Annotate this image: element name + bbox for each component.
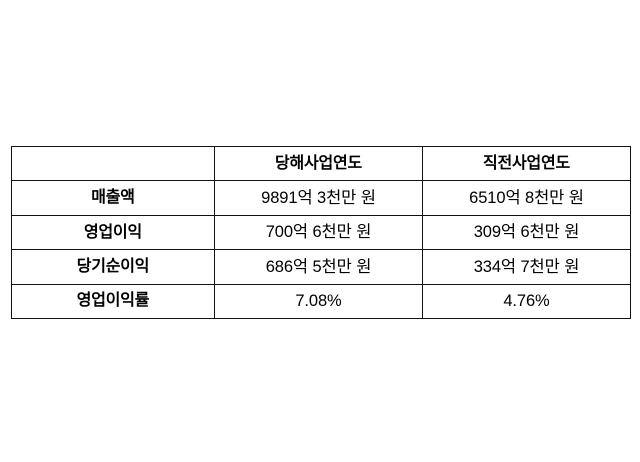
cell-operating-margin-previous: 4.76% <box>422 283 631 319</box>
cell-net-income-current: 686억 5천만 원 <box>214 249 423 285</box>
table-row: 당기순이익 686억 5천만 원 334억 7천만 원 <box>11 249 631 285</box>
column-header-current-year: 당해사업연도 <box>214 145 423 182</box>
table-row: 영업이익 700억 6천만 원 309억 6천만 원 <box>11 214 631 251</box>
cell-operating-profit-current: 700억 6천만 원 <box>214 214 423 251</box>
row-label-revenue: 매출액 <box>11 180 215 216</box>
table-header: 당해사업연도 직전사업연도 <box>11 145 631 182</box>
column-header-previous-year: 직전사업연도 <box>422 145 631 182</box>
table-body: 매출액 9891억 3천만 원 6510억 8천만 원 영업이익 700억 6천… <box>11 180 631 319</box>
row-label-operating-margin: 영업이익률 <box>11 283 215 319</box>
financial-table-container: 당해사업연도 직전사업연도 매출액 9891억 3천만 원 6510억 8천만 … <box>11 145 631 319</box>
row-label-operating-profit: 영업이익 <box>11 214 215 251</box>
cell-revenue-current: 9891억 3천만 원 <box>214 180 423 216</box>
cell-revenue-previous: 6510억 8천만 원 <box>422 180 631 216</box>
cell-net-income-previous: 334억 7천만 원 <box>422 249 631 285</box>
table-corner-cell <box>11 145 215 182</box>
table-row: 영업이익률 7.08% 4.76% <box>11 283 631 319</box>
row-label-net-income: 당기순이익 <box>11 249 215 285</box>
financial-summary-table: 당해사업연도 직전사업연도 매출액 9891억 3천만 원 6510억 8천만 … <box>11 145 631 319</box>
cell-operating-margin-current: 7.08% <box>214 283 423 319</box>
table-row: 매출액 9891억 3천만 원 6510억 8천만 원 <box>11 180 631 216</box>
table-header-row: 당해사업연도 직전사업연도 <box>11 145 631 182</box>
cell-operating-profit-previous: 309억 6천만 원 <box>422 214 631 251</box>
